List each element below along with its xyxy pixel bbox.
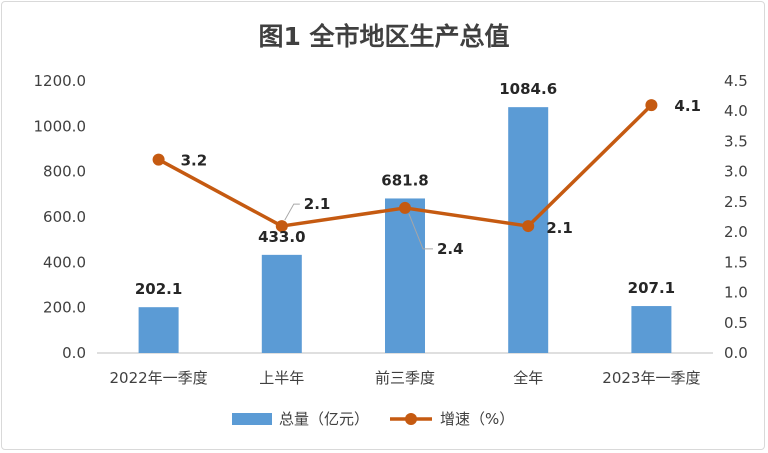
bar — [138, 307, 179, 353]
y-left-tick-label: 1200.0 — [34, 72, 87, 90]
axes: 0.0 200.0 400.0 600.0 800.0 1000.0 1200.0 0.0 0.… — [34, 72, 748, 387]
y-left-tick-label: 0.0 — [62, 344, 86, 362]
line-point — [645, 99, 658, 112]
legend-line-marker — [405, 413, 417, 425]
bar — [261, 254, 302, 353]
x-category-label: 2022年一季度 — [110, 369, 208, 387]
y-left-tick-label: 600.0 — [43, 208, 86, 226]
label-leader-line — [284, 203, 300, 221]
y-right-tick-label: 4.0 — [724, 102, 748, 120]
y-right-tick-label: 1.5 — [724, 253, 748, 271]
y-right-tick-label: 0.5 — [724, 314, 748, 332]
bar — [631, 306, 672, 353]
legend-line-label: 增速（%） — [440, 410, 514, 428]
y-left-tick-label: 200.0 — [43, 299, 86, 317]
bar-value-label: 1084.6 — [499, 80, 557, 98]
y-right-tick-label: 3.0 — [724, 163, 748, 181]
bar-value-label: 433.0 — [258, 228, 305, 246]
line-value-label: 2.1 — [304, 195, 331, 213]
data-labels: 202.1 433.0 681.8 1084.6 207.1 3.2 2.1 2.4 2.1 4.… — [135, 80, 701, 298]
legend: 总量（亿元） 增速（%） — [232, 410, 514, 428]
y-right-tick-label: 2.5 — [724, 193, 748, 211]
line-value-label: 4.1 — [674, 97, 701, 115]
line-point — [399, 201, 411, 214]
legend-bar-swatch — [232, 413, 272, 425]
y-right-tick-label: 2.0 — [724, 223, 748, 241]
y-right-tick-label: 1.0 — [724, 284, 748, 302]
bar-value-label: 681.8 — [381, 171, 428, 189]
x-category-label: 上半年 — [259, 369, 304, 387]
x-category-label: 前三季度 — [375, 369, 435, 387]
bar-series — [138, 107, 672, 353]
line-value-label: 2.1 — [546, 219, 573, 237]
x-category-label: 全年 — [513, 369, 543, 387]
y-left-tick-label: 800.0 — [43, 163, 86, 181]
y-left-tick-label: 400.0 — [43, 253, 86, 271]
y-left-tick-label: 1000.0 — [34, 117, 87, 135]
x-category-label: 2023年一季度 — [602, 369, 700, 387]
line-value-label: 2.4 — [437, 240, 464, 258]
line-series — [152, 99, 658, 233]
y-right-tick-label: 3.5 — [724, 132, 748, 150]
bar-value-label: 207.1 — [628, 279, 675, 297]
line-point — [152, 153, 165, 166]
chart-title: 图1 全市地区生产总值 — [258, 22, 509, 51]
line-value-label: 3.2 — [181, 152, 208, 170]
label-leader-line — [408, 213, 433, 250]
bar-value-label: 202.1 — [135, 280, 182, 298]
bar — [385, 198, 425, 353]
line-point — [522, 220, 535, 233]
legend-bar-label: 总量（亿元） — [279, 410, 369, 428]
y-right-tick-label: 0.0 — [724, 344, 748, 362]
line-point — [275, 220, 288, 233]
y-right-tick-label: 4.5 — [724, 72, 748, 90]
